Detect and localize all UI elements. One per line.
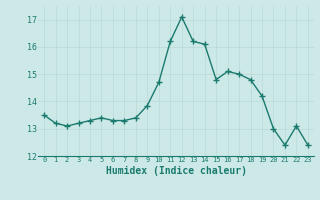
X-axis label: Humidex (Indice chaleur): Humidex (Indice chaleur)	[106, 166, 246, 176]
